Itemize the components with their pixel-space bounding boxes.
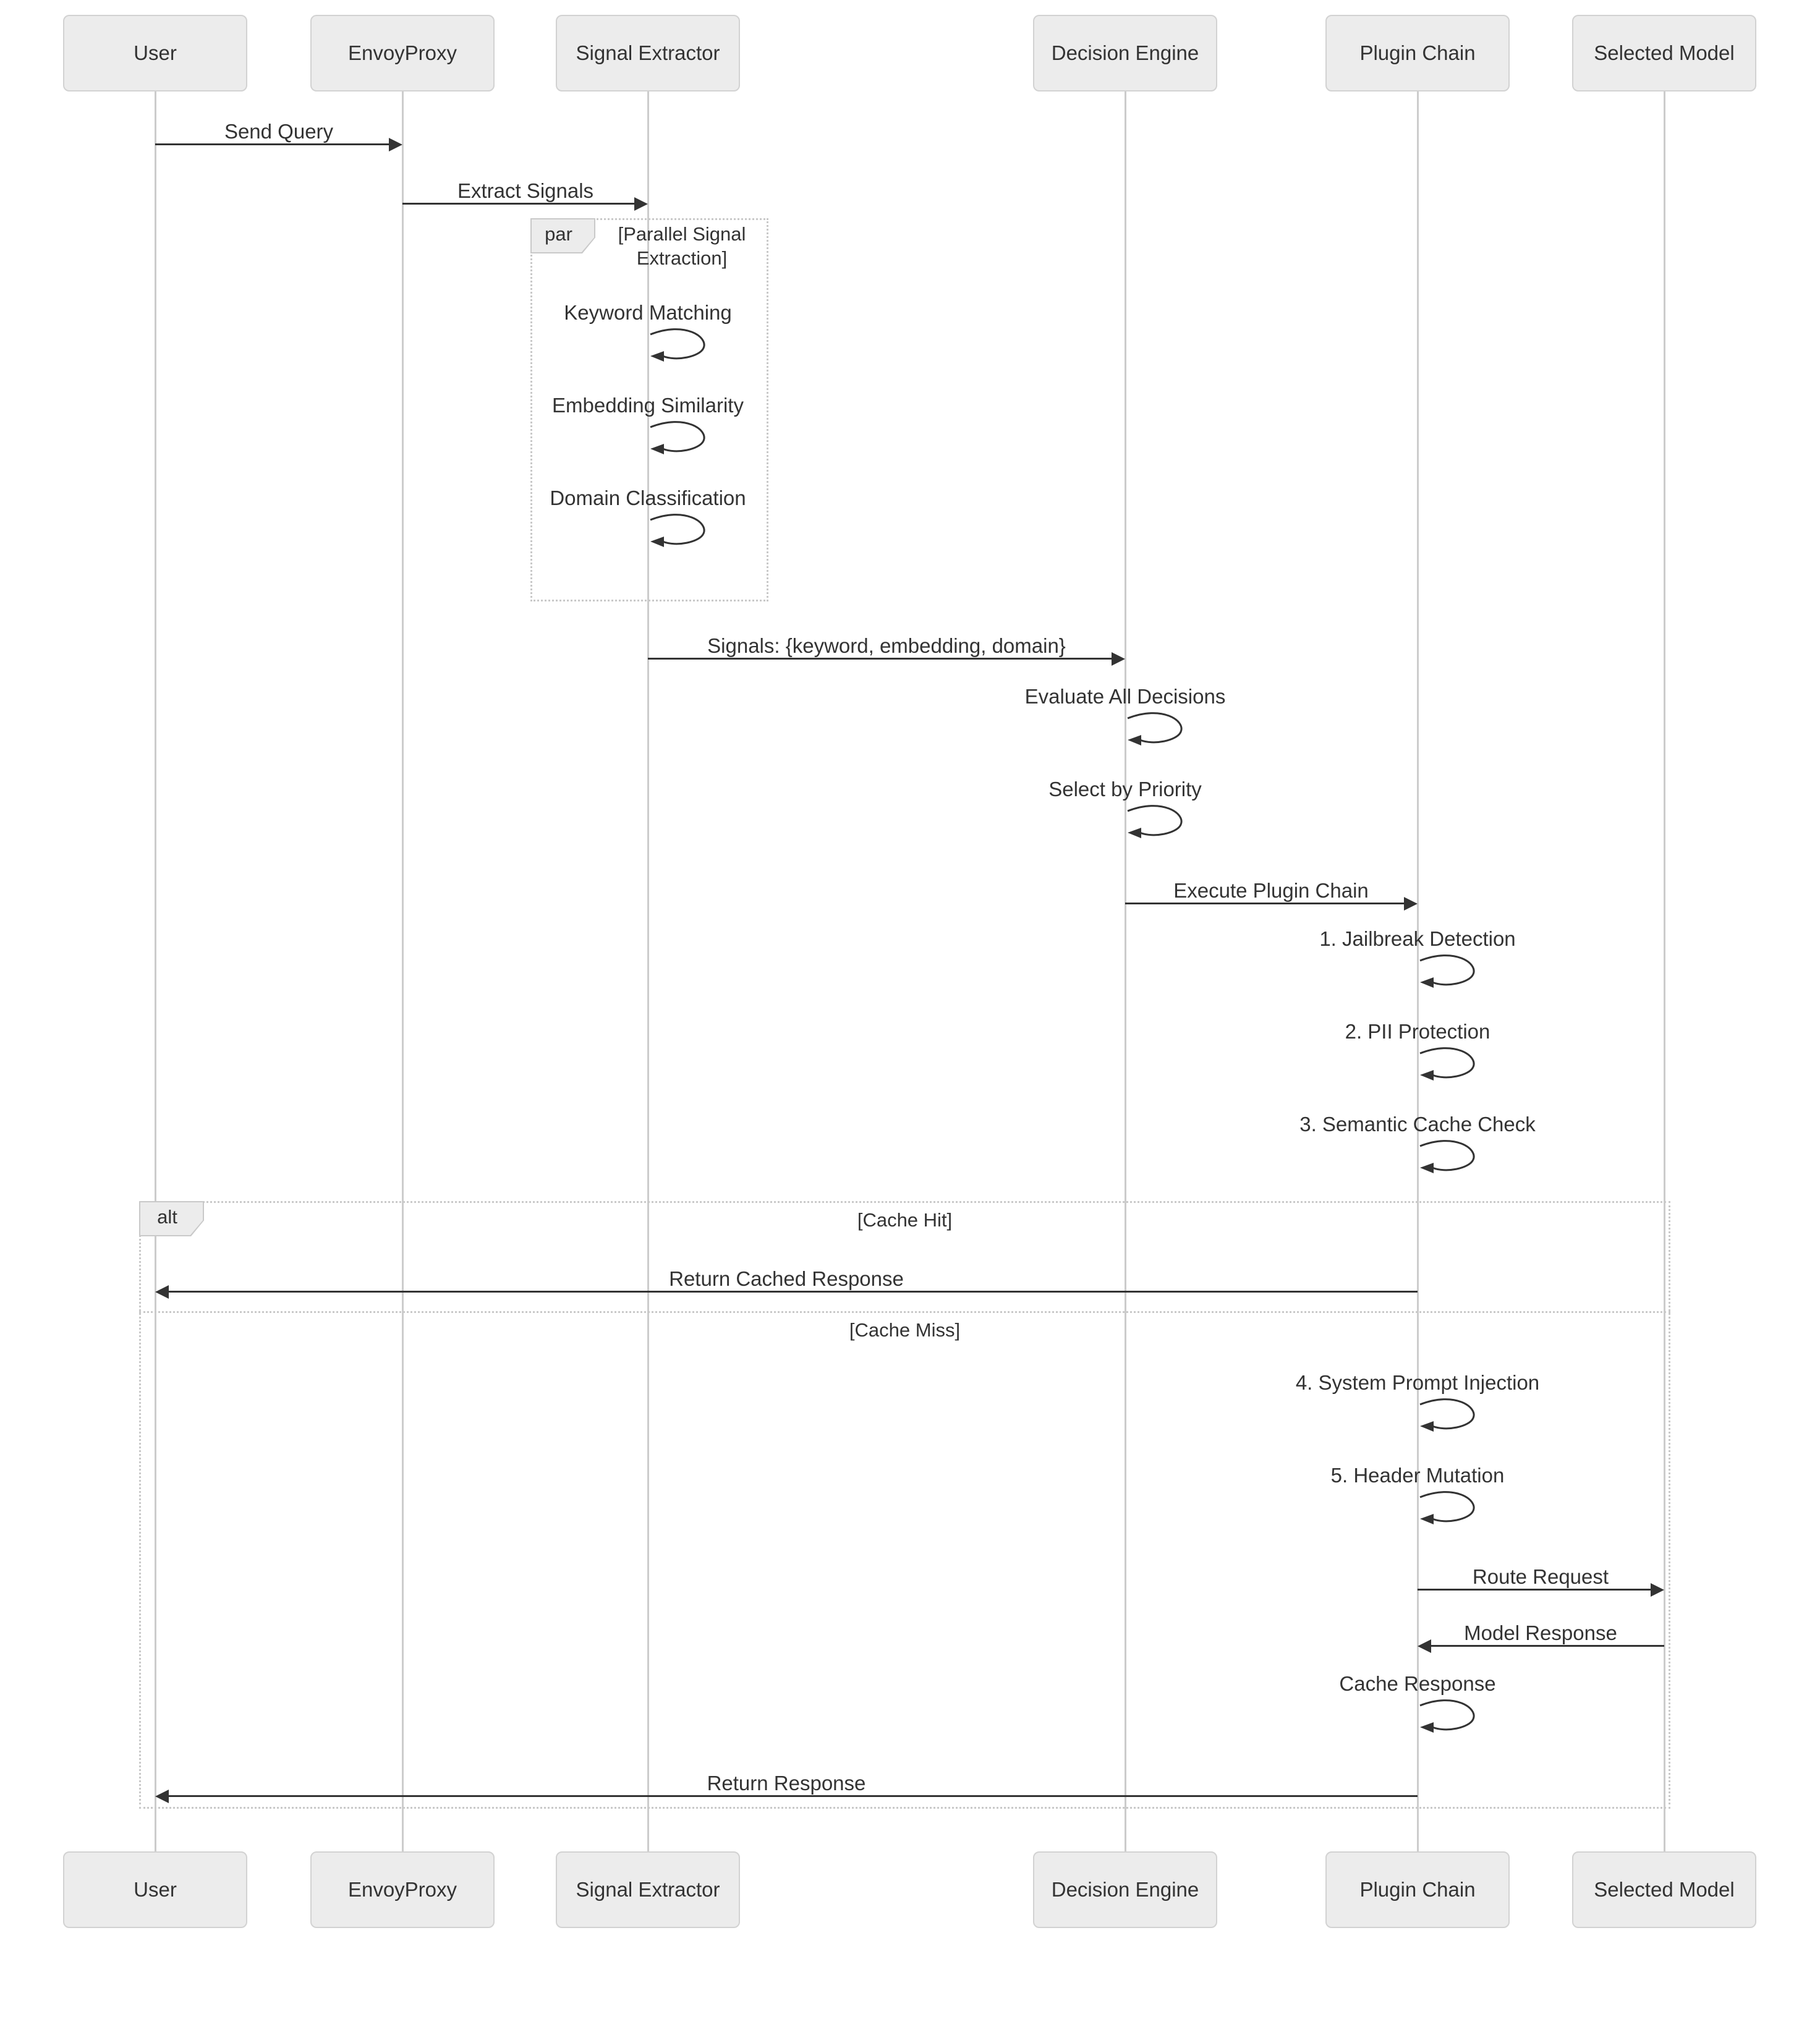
actor-user-bottom: User bbox=[63, 1851, 247, 1928]
arrowhead-left-icon bbox=[155, 1790, 169, 1803]
self-loop-arrow-icon bbox=[650, 328, 705, 362]
self-message-system-prompt-injection-label: 4. System Prompt Injection bbox=[1295, 1371, 1540, 1394]
message-return-response-line bbox=[168, 1795, 1418, 1797]
actor-label: EnvoyProxy bbox=[347, 1878, 457, 1901]
self-loop-arrow-icon bbox=[650, 514, 705, 547]
actor-envoyproxy-top: EnvoyProxy bbox=[310, 15, 495, 91]
self-loop-arrow-icon bbox=[1419, 1398, 1475, 1432]
arrowhead-left-icon bbox=[1418, 1639, 1431, 1653]
message-execute-plugin-chain-line bbox=[1125, 903, 1405, 904]
actor-envoyproxy-bottom: EnvoyProxy bbox=[310, 1851, 495, 1928]
arrowhead-left-icon bbox=[155, 1285, 169, 1299]
alt-condition-cache-hit: [Cache Hit] bbox=[857, 1209, 953, 1231]
actor-label: Selected Model bbox=[1594, 41, 1735, 64]
alt-fragment-label-text: alt bbox=[140, 1202, 203, 1235]
self-loop-arrow-icon bbox=[1419, 1047, 1475, 1081]
actor-label: Plugin Chain bbox=[1359, 41, 1476, 64]
alt-fragment-label: alt bbox=[139, 1201, 204, 1236]
actor-label: Signal Extractor bbox=[576, 1878, 720, 1901]
lifeline-envoyproxy bbox=[402, 91, 404, 1851]
actor-plugin-chain-top: Plugin Chain bbox=[1325, 15, 1510, 91]
message-signals-label: Signals: {keyword, embedding, domain} bbox=[707, 634, 1066, 657]
actor-label: User bbox=[134, 41, 177, 64]
self-loop-arrow-icon bbox=[1127, 805, 1183, 838]
alt-condition-cache-miss: [Cache Miss] bbox=[849, 1319, 961, 1341]
message-model-response-label: Model Response bbox=[1464, 1621, 1617, 1644]
lifeline-decision-engine bbox=[1125, 91, 1126, 1851]
message-send-query-label: Send Query bbox=[224, 120, 334, 143]
actor-label: Decision Engine bbox=[1051, 41, 1199, 64]
actor-decision-engine-top: Decision Engine bbox=[1033, 15, 1217, 91]
message-model-response-line bbox=[1430, 1645, 1664, 1647]
par-fragment bbox=[530, 218, 768, 601]
self-loop-arrow-icon bbox=[1419, 1140, 1475, 1173]
actor-label: EnvoyProxy bbox=[347, 41, 457, 64]
self-loop-arrow-icon bbox=[1419, 1699, 1475, 1733]
par-fragment-label: par bbox=[530, 218, 595, 253]
self-message-domain-classification-label: Domain Classification bbox=[550, 486, 746, 509]
message-signals-line bbox=[648, 658, 1113, 660]
par-fragment-label-text: par bbox=[532, 219, 594, 252]
lifeline-selected-model bbox=[1664, 91, 1665, 1851]
actor-label: Plugin Chain bbox=[1359, 1878, 1476, 1901]
message-extract-signals-line bbox=[402, 203, 636, 205]
message-route-request-label: Route Request bbox=[1472, 1565, 1609, 1588]
par-condition-label: [Parallel Signal Extraction] bbox=[618, 223, 746, 269]
lifeline-signal-extractor bbox=[647, 91, 649, 1851]
actor-plugin-chain-bottom: Plugin Chain bbox=[1325, 1851, 1510, 1928]
self-message-header-mutation-label: 5. Header Mutation bbox=[1330, 1464, 1505, 1487]
self-message-jailbreak-detection-label: 1. Jailbreak Detection bbox=[1319, 927, 1516, 950]
self-message-pii-protection-label: 2. PII Protection bbox=[1345, 1020, 1490, 1043]
message-return-response-label: Return Response bbox=[707, 1772, 866, 1795]
arrowhead-right-icon bbox=[634, 197, 648, 211]
self-message-keyword-matching-label: Keyword Matching bbox=[564, 301, 732, 324]
actor-selected-model-top: Selected Model bbox=[1572, 15, 1756, 91]
self-loop-arrow-icon bbox=[1419, 954, 1475, 988]
lifeline-plugin-chain bbox=[1417, 91, 1419, 1851]
self-message-cache-response-label: Cache Response bbox=[1339, 1672, 1496, 1695]
arrowhead-right-icon bbox=[1112, 652, 1125, 666]
actor-signal-extractor-bottom: Signal Extractor bbox=[556, 1851, 740, 1928]
self-loop-arrow-icon bbox=[1127, 712, 1183, 746]
actor-label: Selected Model bbox=[1594, 1878, 1735, 1901]
message-return-cached-response-label: Return Cached Response bbox=[669, 1267, 904, 1290]
lifeline-user bbox=[155, 91, 156, 1851]
self-loop-arrow-icon bbox=[1419, 1491, 1475, 1524]
self-message-evaluate-all-decisions-label: Evaluate All Decisions bbox=[1024, 685, 1226, 708]
self-message-select-by-priority-label: Select by Priority bbox=[1048, 778, 1202, 801]
arrowhead-right-icon bbox=[1404, 897, 1418, 911]
self-loop-arrow-icon bbox=[650, 421, 705, 454]
alt-divider bbox=[139, 1311, 1670, 1313]
actor-label: Decision Engine bbox=[1051, 1878, 1199, 1901]
actor-user-top: User bbox=[63, 15, 247, 91]
message-send-query-line bbox=[155, 143, 390, 145]
actor-decision-engine-bottom: Decision Engine bbox=[1033, 1851, 1217, 1928]
actor-label: User bbox=[134, 1878, 177, 1901]
actor-label: Signal Extractor bbox=[576, 41, 720, 64]
self-message-semantic-cache-check-label: 3. Semantic Cache Check bbox=[1299, 1113, 1536, 1136]
self-message-embedding-similarity-label: Embedding Similarity bbox=[552, 394, 744, 417]
arrowhead-right-icon bbox=[1651, 1583, 1664, 1597]
message-return-cached-response-line bbox=[168, 1291, 1418, 1293]
actor-selected-model-bottom: Selected Model bbox=[1572, 1851, 1756, 1928]
actor-signal-extractor-top: Signal Extractor bbox=[556, 15, 740, 91]
message-execute-plugin-chain-label: Execute Plugin Chain bbox=[1173, 879, 1369, 902]
message-route-request-line bbox=[1418, 1589, 1652, 1591]
arrowhead-right-icon bbox=[389, 138, 402, 151]
message-extract-signals-label: Extract Signals bbox=[457, 179, 594, 202]
alt-fragment bbox=[139, 1201, 1670, 1809]
